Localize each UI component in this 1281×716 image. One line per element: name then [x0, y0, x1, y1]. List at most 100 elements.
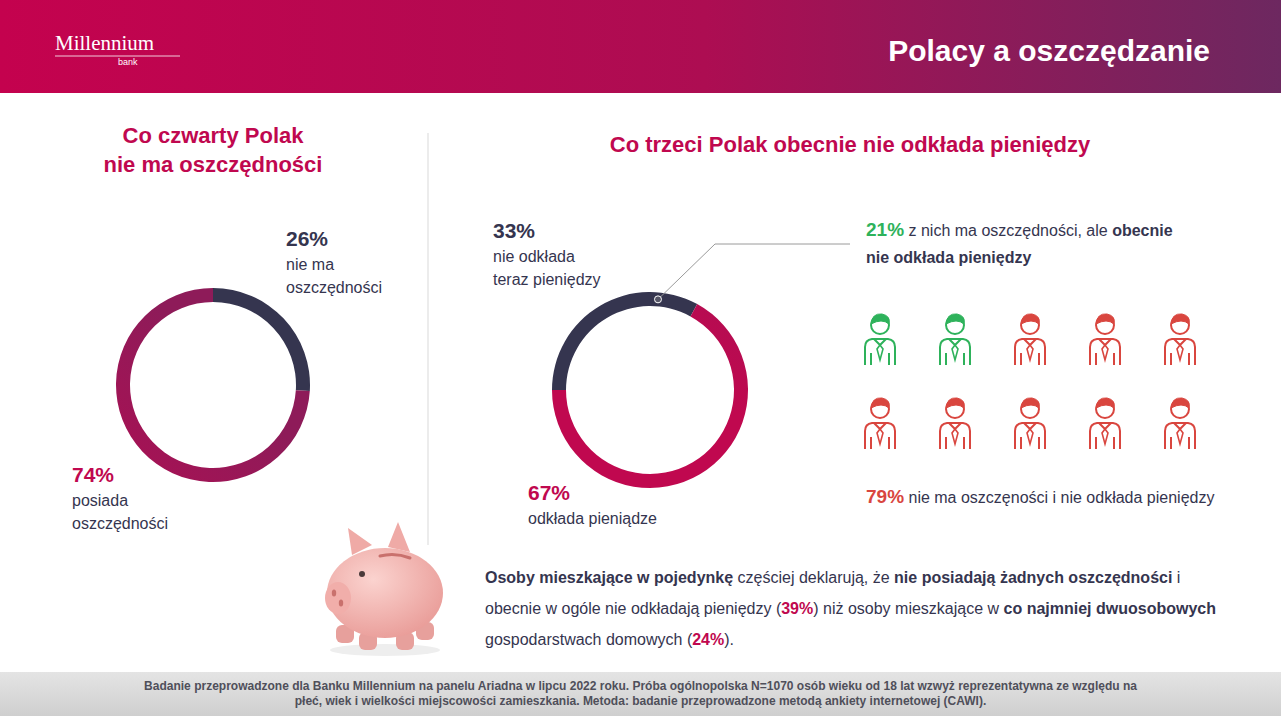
icon-arms	[946, 437, 964, 449]
data-label: 74%	[72, 463, 114, 486]
icon-body	[1015, 423, 1045, 449]
note-text: ).	[724, 631, 734, 648]
icon-hair	[1096, 314, 1114, 324]
icon-arms	[946, 353, 964, 365]
category-label: nie maoszczędności	[286, 256, 382, 296]
pig-slot	[380, 554, 410, 558]
page-title: Polacy a oszczędzanie	[888, 34, 1210, 67]
person-icon	[940, 314, 970, 365]
leader-dot	[654, 296, 661, 303]
annotation-text: z nich ma oszczędności, ale	[908, 222, 1112, 239]
person-icon	[865, 398, 895, 449]
chart-title: Co trzeci Polak obecnie nie odkłada pien…	[610, 132, 1091, 157]
icon-arms	[1096, 437, 1114, 449]
icon-arms	[871, 353, 889, 365]
icon-arms	[1021, 353, 1039, 365]
icon-body	[1165, 423, 1195, 449]
icon-tie	[1102, 429, 1108, 444]
icon-body	[940, 339, 970, 365]
donut-slice	[552, 292, 697, 390]
icon-body	[1090, 339, 1120, 365]
person-icon	[1165, 314, 1195, 365]
donut-chart: Co trzeci Polak obecnie nie odkłada pien…	[493, 132, 1091, 527]
footnote: Badanie przeprowadzone dla Banku Millenn…	[136, 679, 1146, 709]
person-icon	[1090, 398, 1120, 449]
pig-snout	[325, 582, 351, 614]
category-label: nie odkładateraz pieniędzy	[493, 248, 601, 288]
icon-tie	[952, 429, 958, 444]
person-icon	[940, 398, 970, 449]
pig-eye	[359, 571, 365, 577]
icon-tie	[1027, 345, 1033, 360]
donut-slice	[116, 288, 310, 482]
data-label: 26%	[286, 227, 328, 250]
icon-tie	[1102, 345, 1108, 360]
footnote-band: Badanie przeprowadzone dla Banku Millenn…	[0, 672, 1281, 716]
icon-tie	[952, 345, 958, 360]
page: Millennium bank Polacy a oszczędzanie Co cz…	[0, 0, 1281, 716]
piggy-bank	[325, 522, 443, 656]
note-text: nie posiadają żadnych oszczędności	[894, 569, 1172, 586]
data-label: 79%	[866, 486, 904, 507]
icon-hair	[1171, 314, 1189, 324]
icon-tie	[1177, 345, 1183, 360]
icon-hair	[1021, 398, 1039, 408]
icon-tie	[1177, 429, 1183, 444]
annotation-text: nie ma oszczęności i nie odkłada pienięd…	[908, 489, 1214, 506]
donut-slice	[213, 288, 310, 391]
pig-nostril	[332, 590, 336, 597]
icon-hair	[1171, 398, 1189, 408]
icon-arms	[1171, 353, 1189, 365]
pig-ear	[388, 522, 410, 552]
icon-body	[865, 423, 895, 449]
icon-hair	[871, 314, 889, 324]
chart-title: Co czwarty Polaknie ma oszczędności	[104, 123, 323, 177]
pig-nostril	[339, 600, 343, 607]
pictogram	[865, 314, 1195, 449]
note-value: 24%	[692, 631, 724, 648]
pig-shadow	[330, 644, 440, 656]
note-text: co najmniej dwuosobowych	[1004, 600, 1216, 617]
note-text: Osoby mieszkające w pojedynkę	[485, 569, 733, 586]
icon-tie	[1027, 429, 1033, 444]
donut-slice	[552, 304, 748, 488]
person-icon	[1015, 314, 1045, 365]
person-icon	[1015, 398, 1045, 449]
icon-arms	[1096, 353, 1114, 365]
icon-tie	[877, 429, 883, 444]
pictogram-annotation: 79% nie ma oszczęności i nie odkłada pie…	[866, 483, 1266, 511]
panel-divider	[428, 133, 429, 545]
icon-arms	[1021, 437, 1039, 449]
brand-sub: bank	[118, 57, 138, 67]
icon-body	[1165, 339, 1195, 365]
pictogram-annotation: 21% z nich ma oszczędności, ale obecnie …	[866, 216, 1186, 271]
icon-hair	[1096, 398, 1114, 408]
note: Osoby mieszkające w pojedynkę częściej d…	[485, 562, 1230, 655]
icon-hair	[871, 398, 889, 408]
person-icon	[1165, 398, 1195, 449]
note-text: częściej deklarują, że	[733, 569, 894, 586]
spacer	[904, 222, 908, 239]
icon-tie	[877, 345, 883, 360]
icon-hair	[1021, 314, 1039, 324]
icon-body	[865, 339, 895, 365]
data-label: 21%	[866, 219, 904, 240]
icon-arms	[1171, 437, 1189, 449]
data-label: 67%	[528, 481, 570, 504]
icon-arms	[871, 437, 889, 449]
icon-hair	[946, 398, 964, 408]
leader-line	[658, 244, 850, 299]
icon-body	[1090, 423, 1120, 449]
category-label: posiadaoszczędności	[72, 492, 168, 532]
note-text: ) niż osoby mieszkające w	[813, 600, 1003, 617]
person-icon	[1090, 314, 1120, 365]
data-label: 33%	[493, 219, 535, 242]
brand-name: Millennium	[55, 31, 154, 55]
category-label: odkłada pieniądze	[528, 510, 657, 527]
spacer	[904, 489, 908, 506]
person-icon	[865, 314, 895, 365]
icon-hair	[946, 314, 964, 324]
icon-body	[940, 423, 970, 449]
icon-body	[1015, 339, 1045, 365]
note-value: 39%	[781, 600, 813, 617]
